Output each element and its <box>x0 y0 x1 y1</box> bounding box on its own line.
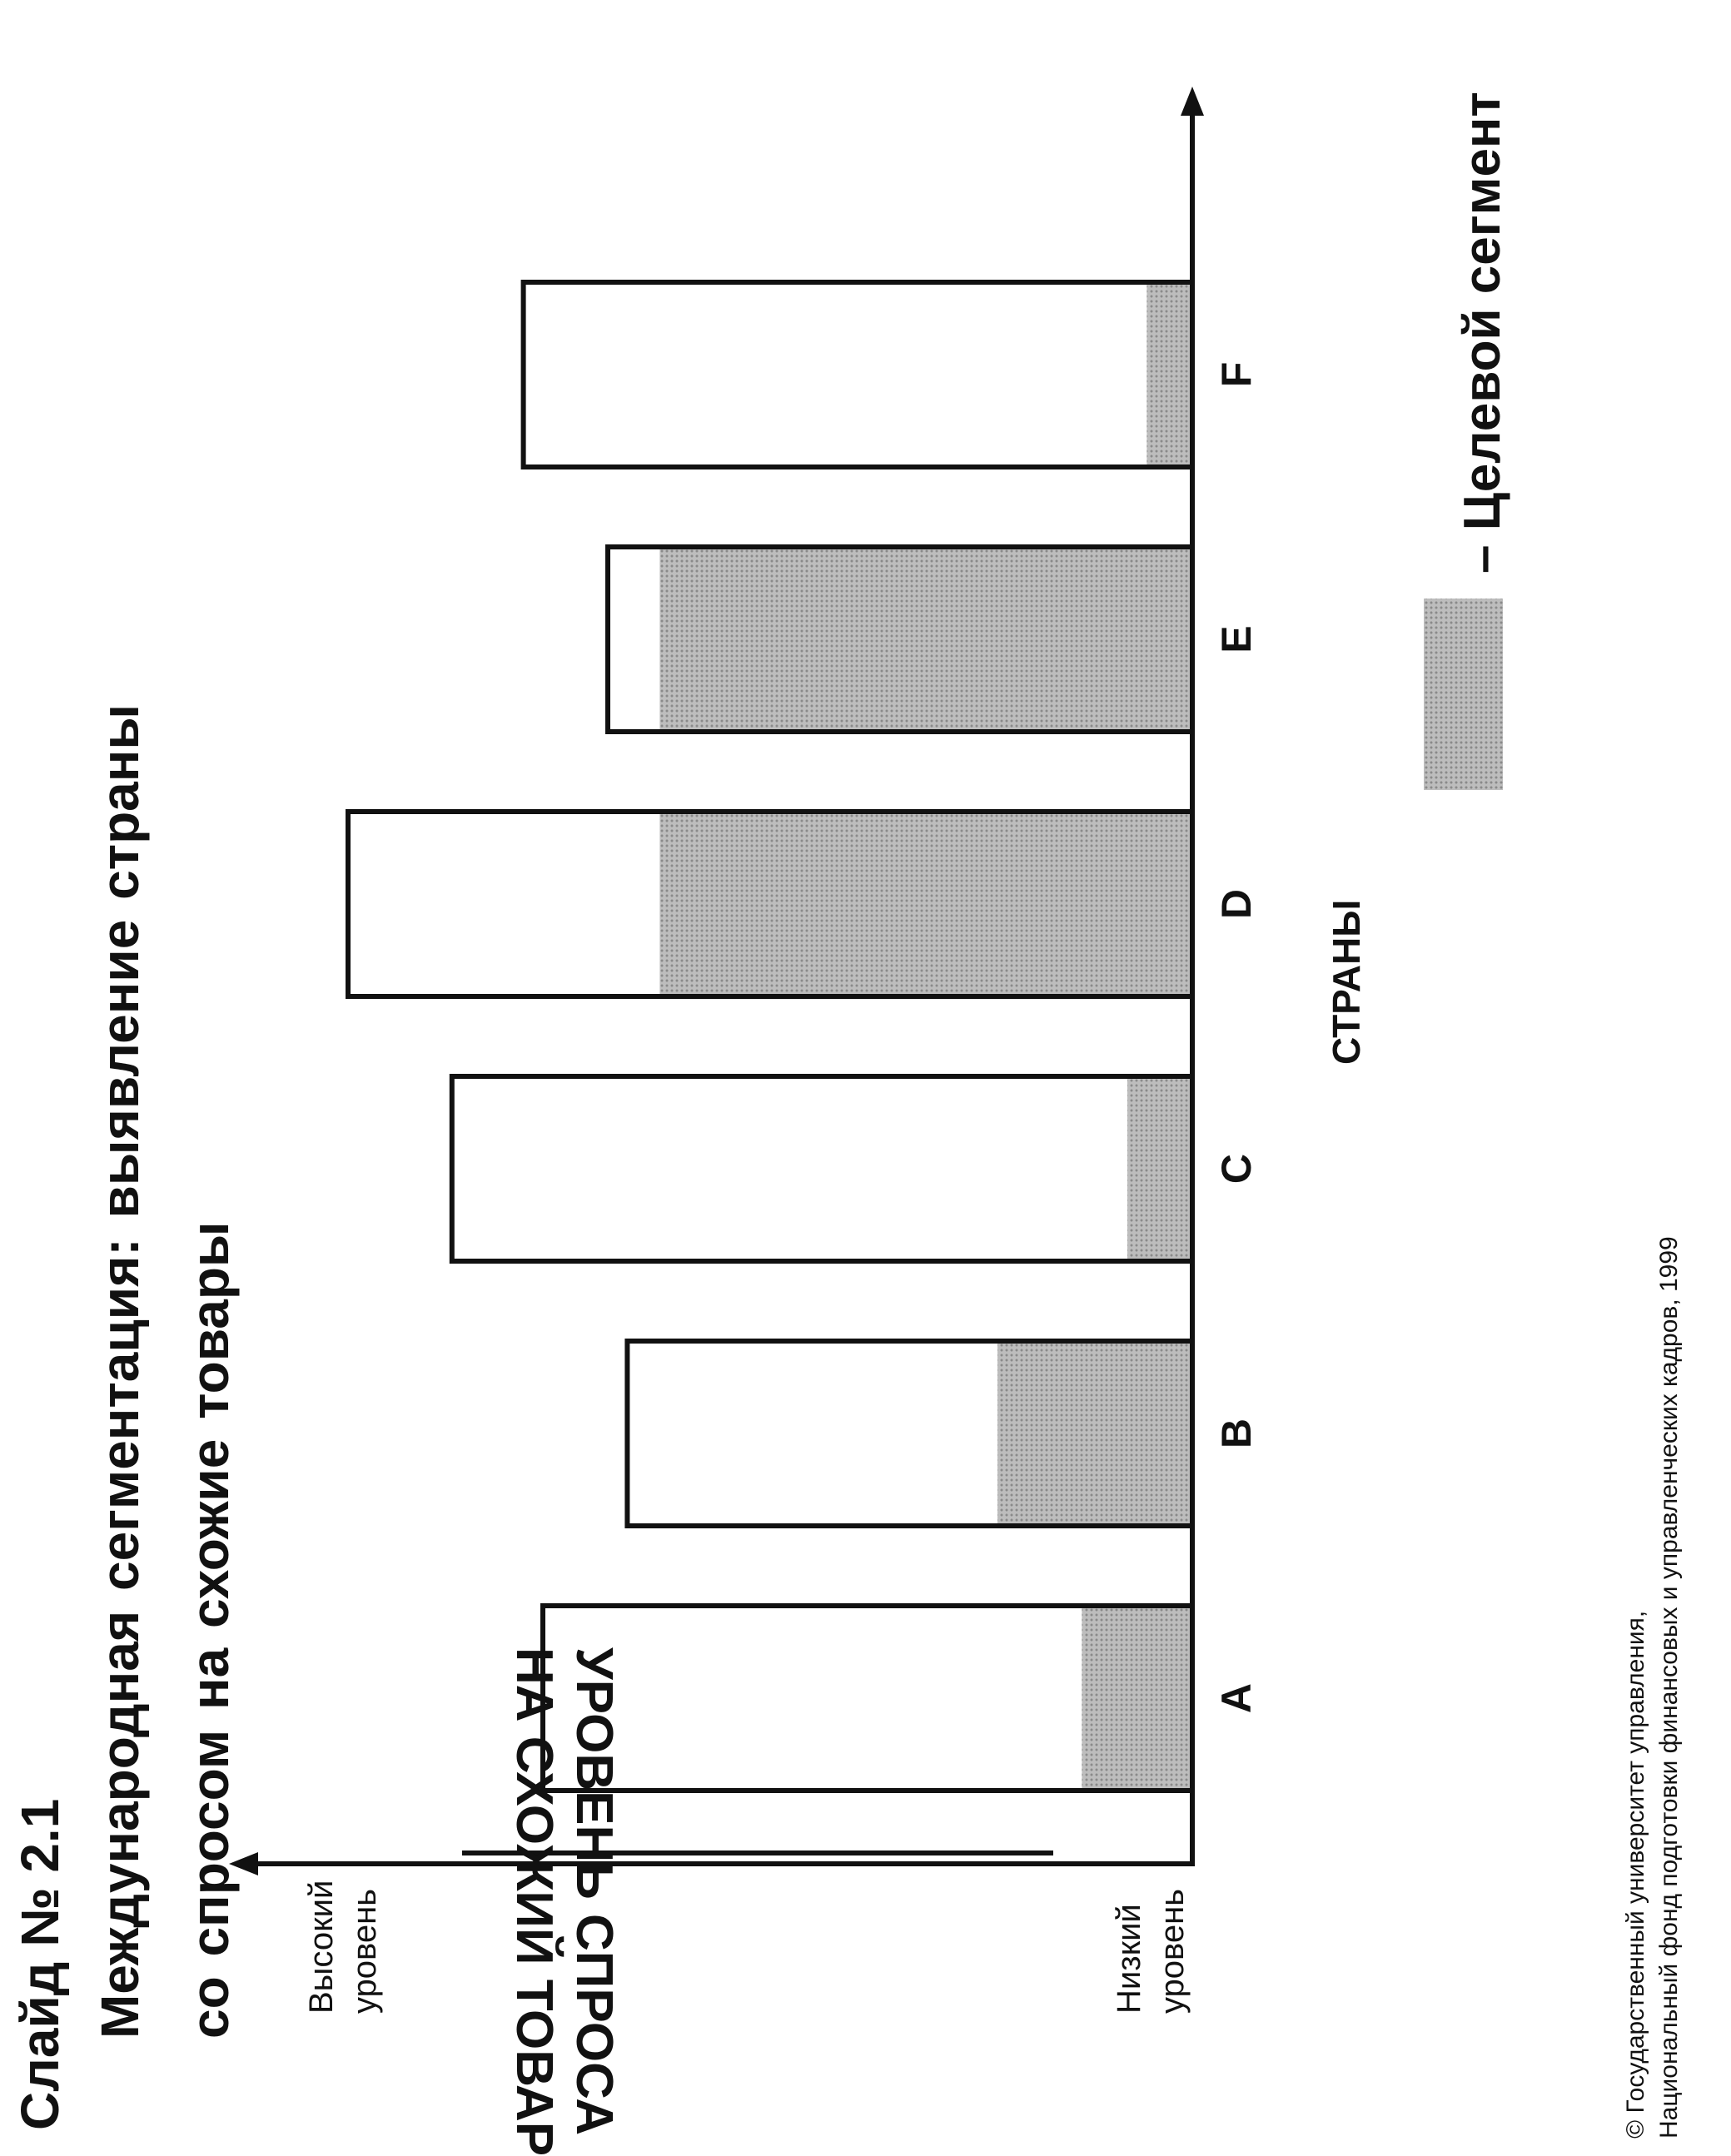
bar-C <box>449 1074 1195 1264</box>
bar-segment-F <box>1147 282 1193 467</box>
x-tick-label-B: B <box>1213 1418 1260 1448</box>
copyright-line-2: Национальный фонд подготовки финансовых … <box>1655 1236 1683 2139</box>
legend-swatch <box>1424 599 1503 790</box>
x-tick-label-F: F <box>1213 362 1260 388</box>
bar-segment-B <box>997 1341 1192 1526</box>
legend-label: – Целевой сегмент <box>1454 92 1511 574</box>
y-axis-arrow-icon <box>229 1852 258 1875</box>
x-tick-label-A: A <box>1213 1683 1260 1713</box>
x-tick-label-E: E <box>1213 625 1260 653</box>
x-tick-label-D: D <box>1213 889 1260 919</box>
copyright-line-1: © Государственный университет управления… <box>1622 1610 1649 2139</box>
bar-segment-C <box>1127 1076 1192 1261</box>
bar-segment-D <box>659 812 1192 996</box>
copyright-notice: © Государственный университет управления… <box>1619 1236 1686 2139</box>
bar-segment-A <box>1082 1606 1193 1791</box>
x-tick-label-C: C <box>1213 1154 1260 1184</box>
x-axis-arrow-icon <box>1181 87 1204 116</box>
x-axis-label: СТРАНЫ <box>1325 899 1368 1065</box>
bar-F <box>520 280 1195 469</box>
bar-segment-E <box>659 547 1192 732</box>
